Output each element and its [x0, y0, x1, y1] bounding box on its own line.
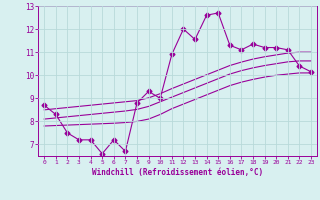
X-axis label: Windchill (Refroidissement éolien,°C): Windchill (Refroidissement éolien,°C)	[92, 168, 263, 177]
